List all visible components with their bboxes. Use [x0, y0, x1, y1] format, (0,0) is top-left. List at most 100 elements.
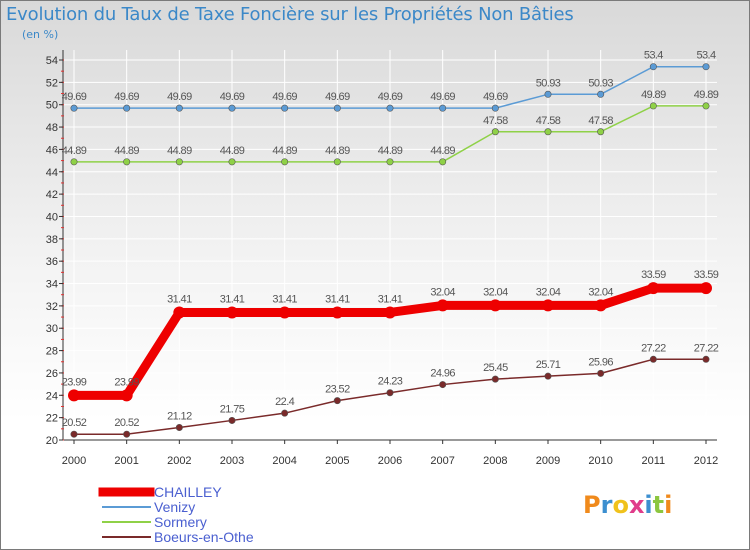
- data-label: 47.58: [483, 115, 508, 127]
- data-point: [439, 381, 447, 389]
- x-tick-label: 2009: [536, 455, 560, 467]
- x-tick-label: 2003: [220, 455, 244, 467]
- data-label: 27.22: [694, 342, 719, 354]
- data-label: 25.96: [588, 356, 613, 368]
- data-point: [228, 416, 236, 424]
- data-point: [123, 104, 131, 112]
- logo-letter: P: [583, 491, 601, 519]
- data-label: 25.71: [536, 359, 561, 371]
- y-tick-label: 52: [46, 77, 58, 89]
- data-label: 49.69: [325, 91, 350, 103]
- data-point: [331, 306, 344, 319]
- data-label: 49.89: [641, 89, 666, 101]
- y-tick-label: 34: [46, 279, 58, 291]
- data-point: [333, 397, 341, 405]
- legend-label-boeurs-en-othe: Boeurs-en-Othe: [154, 529, 254, 545]
- data-point: [70, 104, 78, 112]
- data-label: 27.22: [641, 342, 666, 354]
- x-tick-label: 2002: [167, 455, 191, 467]
- data-point: [544, 372, 552, 380]
- data-label: 33.59: [694, 269, 719, 281]
- data-label: 47.58: [536, 115, 561, 127]
- data-point: [649, 63, 657, 71]
- data-label: 53.4: [644, 50, 663, 62]
- data-label: 49.69: [220, 91, 245, 103]
- series-boeurs-en-othe: 20.52 20.52 21.12 21.75 22.4 23.52 24.23 24.96 2…: [62, 342, 719, 438]
- data-label: 44.89: [325, 145, 350, 157]
- data-label: 49.69: [430, 91, 455, 103]
- logo-letter: t: [652, 491, 665, 519]
- data-label: 24.23: [378, 376, 403, 388]
- data-point: [649, 102, 657, 110]
- data-label: 23.99: [114, 376, 139, 388]
- data-point: [123, 430, 131, 438]
- data-point: [386, 389, 394, 397]
- data-label: 23.99: [62, 376, 87, 388]
- data-label: 32.04: [588, 286, 613, 298]
- data-point: [281, 409, 289, 417]
- data-point: [542, 299, 554, 312]
- data-point: [597, 369, 605, 377]
- x-tick-label: 2012: [694, 455, 718, 467]
- y-tick-label: 40: [46, 211, 58, 223]
- data-point: [386, 158, 394, 166]
- data-label: 50.93: [588, 77, 613, 89]
- x-tick-label: 2004: [272, 455, 296, 467]
- data-point: [175, 423, 183, 431]
- y-tick-label: 44: [46, 167, 58, 179]
- data-label: 44.89: [430, 145, 455, 157]
- data-point: [228, 158, 236, 166]
- data-point: [491, 375, 499, 383]
- data-label: 49.69: [483, 91, 508, 103]
- data-label: 44.89: [114, 145, 139, 157]
- data-point: [439, 104, 447, 112]
- data-point: [175, 158, 183, 166]
- data-label: 47.58: [588, 115, 613, 127]
- data-label: 31.41: [325, 293, 350, 305]
- data-point: [70, 158, 78, 166]
- grid: [63, 50, 717, 441]
- series-chailley: 23.99 23.99 31.41 31.41 31.41 31.41 31.41 32.04…: [62, 269, 719, 402]
- data-point: [489, 299, 502, 312]
- data-point: [68, 389, 80, 402]
- data-label: 49.69: [114, 91, 139, 103]
- data-point: [597, 90, 605, 98]
- y-tick-label: 42: [46, 189, 58, 201]
- series-venizy: 49.69 49.69 49.69 49.69 49.69 49.69 49.69 49.69…: [62, 50, 717, 112]
- data-point: [702, 63, 710, 71]
- data-label: 49.69: [272, 91, 297, 103]
- data-label: 20.52: [114, 417, 139, 429]
- data-point: [226, 306, 238, 319]
- data-label: 20.52: [62, 417, 87, 429]
- y-tick-label: 50: [46, 100, 58, 112]
- y-tick-label: 28: [46, 346, 58, 358]
- data-point: [278, 306, 291, 319]
- data-point: [544, 128, 552, 136]
- y-axis-unit-label: (en %): [22, 28, 59, 41]
- data-label: 32.04: [430, 286, 455, 298]
- data-label: 31.41: [378, 293, 403, 305]
- data-label: 25.45: [483, 362, 508, 374]
- data-label: 21.75: [220, 403, 245, 415]
- data-label: 49.89: [694, 89, 719, 101]
- x-tick-label: 2011: [642, 455, 666, 467]
- data-point: [175, 104, 183, 112]
- legend-label-venizy: Venizy: [154, 499, 195, 515]
- data-label: 23.52: [325, 384, 350, 396]
- data-point: [70, 430, 78, 438]
- y-tick-label: 38: [46, 234, 58, 246]
- data-point: [333, 158, 341, 166]
- y-tick-label: 30: [46, 323, 58, 335]
- data-point: [228, 104, 236, 112]
- data-point: [491, 104, 499, 112]
- y-tick-label: 46: [46, 144, 58, 156]
- x-tick-label: 2010: [588, 455, 612, 467]
- series-sormery: 44.89 44.89 44.89 44.89 44.89 44.89 44.89 44.89…: [62, 89, 719, 166]
- data-label: 22.4: [275, 396, 294, 408]
- data-point: [702, 102, 710, 110]
- x-tick-label: 2001: [114, 455, 138, 467]
- data-point: [647, 282, 660, 295]
- proxiti-logo: Proxiti: [583, 491, 672, 519]
- data-label: 53.4: [696, 50, 715, 62]
